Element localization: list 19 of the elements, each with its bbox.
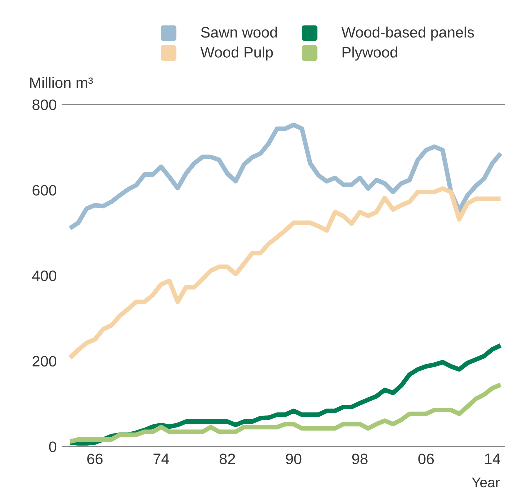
legend-label: Plywood	[342, 46, 398, 61]
x-tick-label: 66	[88, 454, 103, 464]
y-tick-label: 200	[32, 356, 57, 367]
legend-label: Sawn wood	[201, 26, 278, 38]
y-axis-title: Million m³	[30, 77, 94, 88]
x-axis-title: Year	[472, 478, 500, 488]
x-tick-label: 06	[418, 454, 434, 464]
legend-label: Wood-based panels	[342, 26, 474, 41]
line-series	[68, 122, 504, 231]
x-tick-label: 74	[154, 454, 170, 464]
y-tick-label: 800	[32, 100, 57, 110]
y-tick-label: 400	[32, 270, 57, 282]
x-tick-label: 90	[286, 454, 302, 464]
x-tick-label: 14	[485, 454, 500, 464]
legend-label: Wood Pulp	[200, 46, 274, 61]
y-tick-label: 600	[32, 185, 57, 196]
x-tick-label: 82	[220, 454, 236, 464]
y-tick-label: 0	[49, 442, 57, 452]
x-tick-label: 98	[352, 454, 368, 464]
